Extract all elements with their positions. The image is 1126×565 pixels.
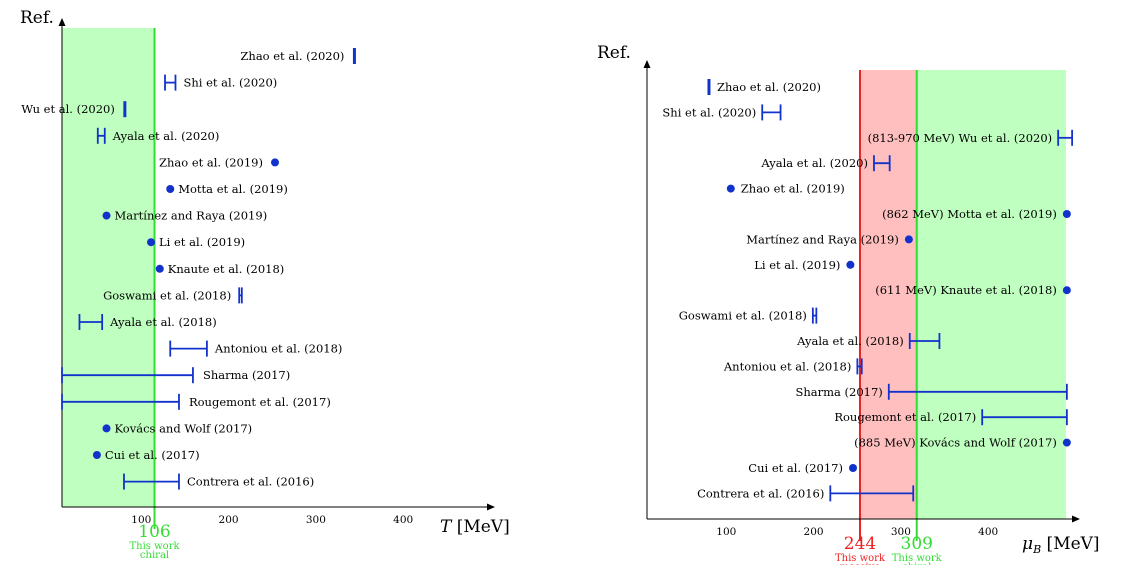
vline-note2-0-0: chiral (140, 550, 169, 561)
x-tick-label-1-0: 100 (716, 526, 736, 538)
vline-note1-1-1: This work (892, 553, 943, 564)
data-point-0-5 (166, 185, 175, 193)
series-label-1-3: Ayala et al. (2020) (760, 156, 868, 170)
vline-note1-1-0: This work (835, 553, 886, 564)
series-label-0-10: Ayala et al. (2018) (109, 315, 217, 329)
x-axis-arrow-1 (1072, 515, 1080, 523)
data-point-0-6 (102, 211, 111, 220)
series-label-0-11: Antoniou et al. (2018) (214, 342, 343, 356)
data-point-0-14 (102, 424, 111, 433)
series-label-0-5: Motta et al. (2019) (178, 182, 288, 196)
x-tick-label-1-3: 400 (978, 526, 998, 538)
series-label-1-10: Ayala et al. (2018) (796, 334, 904, 348)
series-label-1-8: (611 MeV) Knaute et al. (2018) (875, 283, 1057, 297)
series-label-0-0: Zhao et al. (2020) (240, 49, 344, 63)
series-label-0-3: Ayala et al. (2020) (112, 129, 220, 143)
vline-note2-1-1: chiral (902, 562, 931, 565)
series-label-1-15: Cui et al. (2017) (748, 461, 843, 475)
x-tick-label-0-2: 300 (306, 514, 326, 526)
data-point-0-4 (270, 158, 279, 167)
x-tick-label-0-0: 100 (131, 514, 151, 526)
x-tick-label-1-2: 300 (891, 526, 911, 538)
y-axis-arrow-1 (643, 60, 651, 68)
vline-note1-0-0: This work (130, 541, 181, 552)
series-label-0-16: Contrera et al. (2016) (187, 475, 314, 489)
series-label-0-7: Li et al. (2019) (159, 235, 245, 249)
series-label-1-5: (862 MeV) Motta et al. (2019) (882, 207, 1057, 221)
x-axis-arrow-0 (487, 503, 495, 511)
series-label-0-4: Zhao et al. (2019) (159, 155, 263, 169)
band-1-0 (859, 70, 917, 519)
data-point-1-7 (846, 260, 855, 269)
series-label-1-1: Shi et al. (2020) (662, 105, 756, 119)
series-label-1-12: Sharma (2017) (796, 385, 883, 399)
series-label-0-15: Cui et al. (2017) (105, 448, 200, 462)
series-label-0-13: Rougemont et al. (2017) (189, 395, 331, 409)
x-tick-label-1-1: 200 (804, 526, 824, 538)
series-label-0-14: Kovács and Wolf (2017) (115, 421, 253, 435)
series-label-1-11: Antoniou et al. (2018) (723, 359, 852, 373)
data-point-1-14 (1062, 438, 1071, 447)
series-label-0-2: Wu et al. (2020) (21, 102, 115, 116)
series-label-0-12: Sharma (2017) (203, 368, 290, 382)
data-point-0-8 (155, 264, 164, 273)
data-point-1-5 (1062, 210, 1071, 218)
data-point-1-15 (849, 464, 858, 472)
data-point-0-15 (92, 451, 101, 459)
y-axis-arrow-0 (58, 18, 66, 26)
vline-value-1-1: 309 (901, 534, 933, 554)
series-label-0-1: Shi et al. (2020) (183, 76, 277, 90)
series-label-1-0: Zhao et al. (2020) (717, 80, 821, 94)
data-point-1-4 (726, 184, 735, 193)
series-label-1-16: Contrera et al. (2016) (697, 486, 824, 500)
x-axis-label-1: μB [MeV] (1022, 534, 1100, 556)
y-axis-label-1: Ref. (597, 43, 631, 63)
series-label-1-4: Zhao et al. (2019) (741, 182, 845, 196)
band-1-1 (916, 70, 1066, 519)
series-label-1-2: (813-970 MeV) Wu et al. (2020) (868, 131, 1053, 145)
data-point-1-6 (904, 235, 913, 244)
series-label-0-9: Goswami et al. (2018) (103, 288, 231, 302)
vline-value-1-0: 244 (844, 534, 876, 554)
vline-note2-1-0: massive (840, 562, 881, 565)
data-point-1-8 (1062, 286, 1071, 295)
series-label-0-6: Martínez and Raya (2019) (115, 209, 268, 223)
series-label-0-8: Knaute et al. (2018) (168, 262, 285, 276)
vline-value-0-0: 106 (138, 522, 170, 542)
series-label-1-7: Li et al. (2019) (754, 258, 840, 272)
series-label-1-6: Martínez and Raya (2019) (746, 232, 899, 246)
series-label-1-14: (885 MeV) Kovács and Wolf (2017) (854, 436, 1057, 450)
x-tick-label-0-3: 400 (393, 514, 413, 526)
y-axis-label-0: Ref. (20, 8, 54, 28)
x-axis-label-0: T [MeV] (440, 517, 510, 537)
x-tick-label-0-1: 200 (219, 514, 239, 526)
series-label-1-9: Goswami et al. (2018) (679, 309, 807, 323)
series-label-1-13: Rougemont et al. (2017) (834, 410, 976, 424)
data-point-0-7 (147, 238, 156, 247)
